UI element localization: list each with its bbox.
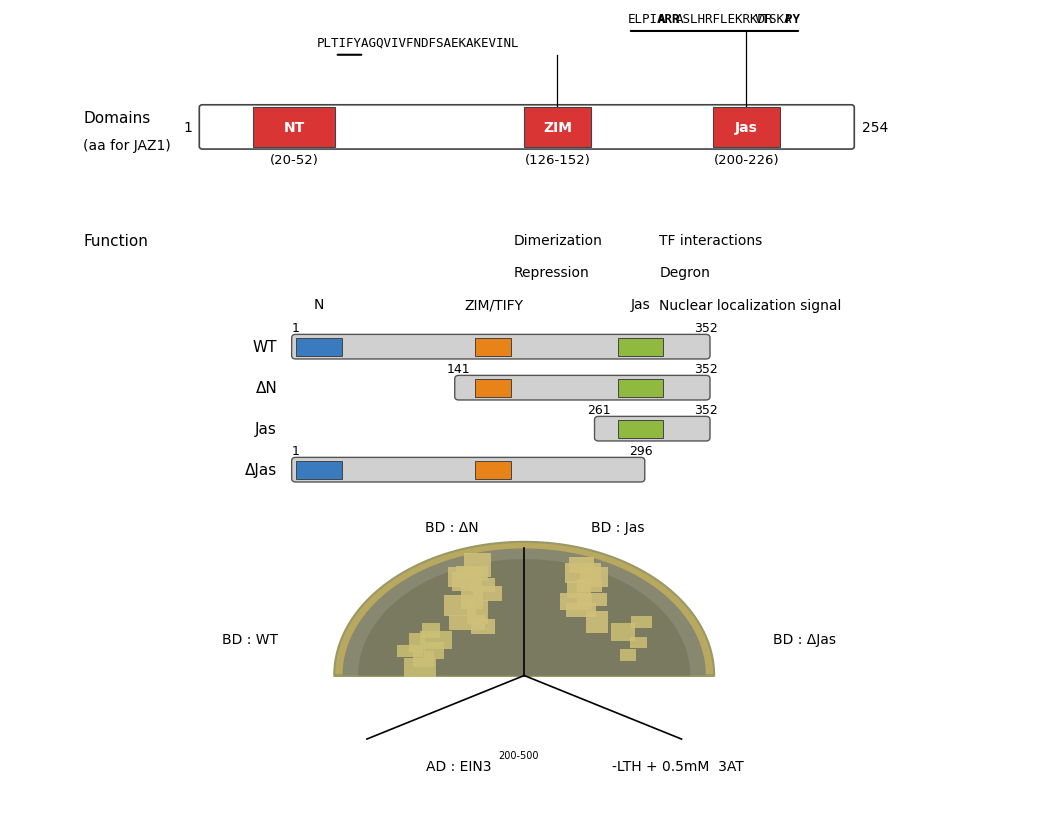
Text: ΔN: ΔN (255, 381, 277, 396)
Text: BD : Jas: BD : Jas (591, 521, 645, 535)
FancyBboxPatch shape (199, 106, 854, 150)
Text: ARR: ARR (658, 13, 681, 26)
Bar (619, 338, 662, 356)
Bar (713, 108, 780, 147)
Bar (444, 595, 475, 617)
Text: ΔJas: ΔJas (245, 463, 277, 477)
Bar (253, 108, 335, 147)
Text: Jas: Jas (735, 120, 758, 135)
Text: Jas: Jas (255, 422, 277, 437)
Bar (253, 108, 335, 147)
Bar (464, 553, 491, 577)
Text: AD : EIN3: AD : EIN3 (426, 758, 491, 773)
Text: 352: 352 (694, 404, 717, 417)
Text: Dimerization: Dimerization (514, 233, 603, 247)
Text: -LTH + 0.5mM  3AT: -LTH + 0.5mM 3AT (612, 758, 744, 773)
Bar (619, 379, 662, 397)
Bar (524, 108, 591, 147)
Text: (20-52): (20-52) (270, 154, 319, 167)
Polygon shape (358, 559, 690, 676)
Bar (566, 563, 601, 584)
Bar (619, 420, 662, 438)
Text: 200-500: 200-500 (498, 750, 539, 760)
Bar (577, 579, 602, 592)
Polygon shape (343, 549, 706, 676)
Text: ELPIA: ELPIA (628, 13, 665, 26)
Bar (449, 615, 485, 630)
Text: (aa for JAZ1): (aa for JAZ1) (83, 138, 171, 152)
FancyBboxPatch shape (292, 335, 710, 360)
Bar (398, 645, 422, 657)
Polygon shape (334, 542, 714, 676)
Bar (620, 649, 636, 662)
Bar (421, 623, 440, 638)
FancyBboxPatch shape (455, 376, 710, 400)
Bar (568, 581, 591, 599)
Text: PY: PY (785, 13, 799, 26)
Bar (470, 619, 495, 634)
Bar (296, 461, 343, 479)
Bar (475, 338, 512, 356)
Text: VTSKA: VTSKA (755, 13, 792, 26)
Text: ZIM: ZIM (543, 120, 572, 135)
Bar (630, 637, 647, 649)
Bar (409, 633, 426, 653)
Bar (419, 631, 453, 649)
FancyBboxPatch shape (595, 417, 710, 441)
Bar (566, 603, 597, 618)
Bar (405, 658, 436, 677)
Bar (524, 108, 591, 147)
Text: TF interactions: TF interactions (659, 233, 762, 247)
Text: 254: 254 (862, 120, 887, 135)
Bar (461, 586, 484, 609)
Text: 1: 1 (183, 120, 192, 135)
Bar (561, 594, 592, 610)
Bar (202, 108, 851, 147)
Text: 141: 141 (447, 363, 470, 376)
Text: (126-152): (126-152) (524, 154, 591, 167)
Text: WT: WT (252, 340, 277, 355)
Text: BD : ΔN: BD : ΔN (425, 521, 479, 535)
Bar (713, 108, 780, 147)
FancyBboxPatch shape (292, 458, 645, 482)
Bar (296, 338, 343, 356)
Bar (467, 600, 488, 625)
Bar (424, 643, 444, 659)
Bar (447, 568, 483, 587)
Bar (471, 578, 494, 593)
Text: 352: 352 (694, 322, 717, 335)
Bar (452, 572, 479, 590)
Text: 1: 1 (292, 322, 300, 335)
Bar (456, 566, 489, 581)
Bar (475, 379, 512, 397)
Text: 261: 261 (586, 404, 610, 417)
Text: 352: 352 (694, 363, 717, 376)
Text: Nuclear localization signal: Nuclear localization signal (659, 299, 842, 313)
Bar (413, 652, 434, 667)
Text: PLTIFYAGQVIVFNDFSAEKAKEVINL: PLTIFYAGQVIVFNDFSAEKAKEVINL (317, 36, 519, 49)
Text: Function: Function (83, 233, 148, 248)
Text: ZIM/TIFY: ZIM/TIFY (464, 298, 523, 312)
Bar (580, 567, 607, 588)
Bar (475, 461, 512, 479)
Text: NT: NT (283, 120, 305, 135)
Text: Degron: Degron (659, 266, 710, 280)
Text: 296: 296 (629, 445, 653, 458)
Text: 1: 1 (292, 445, 300, 458)
Text: BD : ΔJas: BD : ΔJas (773, 631, 837, 646)
Text: BD : WT: BD : WT (222, 631, 278, 646)
Bar (569, 557, 594, 573)
Bar (631, 617, 652, 628)
Text: Domains: Domains (83, 111, 151, 125)
Text: N: N (313, 298, 324, 312)
Text: Jas: Jas (631, 298, 651, 312)
Bar (586, 611, 607, 634)
Bar (577, 593, 606, 606)
Text: (200-226): (200-226) (714, 154, 780, 167)
Text: Repression: Repression (514, 266, 590, 280)
Bar (473, 586, 502, 602)
Text: ASLHRFLEKRKDR: ASLHRFLEKRKDR (676, 13, 773, 26)
Bar (611, 623, 634, 641)
